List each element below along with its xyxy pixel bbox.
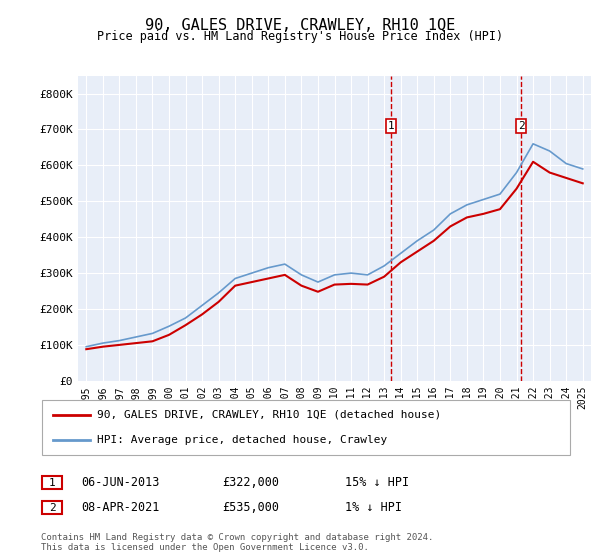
Text: 1: 1 — [388, 121, 394, 131]
Text: 90, GALES DRIVE, CRAWLEY, RH10 1QE (detached house): 90, GALES DRIVE, CRAWLEY, RH10 1QE (deta… — [97, 410, 442, 419]
Text: 1% ↓ HPI: 1% ↓ HPI — [345, 501, 402, 515]
Text: 08-APR-2021: 08-APR-2021 — [81, 501, 160, 515]
Text: 2: 2 — [518, 121, 524, 131]
Text: 2: 2 — [49, 503, 56, 513]
Text: 06-JUN-2013: 06-JUN-2013 — [81, 476, 160, 489]
Text: 15% ↓ HPI: 15% ↓ HPI — [345, 476, 409, 489]
Text: HPI: Average price, detached house, Crawley: HPI: Average price, detached house, Craw… — [97, 435, 388, 445]
Text: £535,000: £535,000 — [222, 501, 279, 515]
Text: 90, GALES DRIVE, CRAWLEY, RH10 1QE: 90, GALES DRIVE, CRAWLEY, RH10 1QE — [145, 18, 455, 33]
Text: £322,000: £322,000 — [222, 476, 279, 489]
Text: 1: 1 — [49, 478, 56, 488]
Text: Contains HM Land Registry data © Crown copyright and database right 2024.: Contains HM Land Registry data © Crown c… — [41, 533, 433, 542]
FancyBboxPatch shape — [42, 501, 62, 515]
Text: Price paid vs. HM Land Registry's House Price Index (HPI): Price paid vs. HM Land Registry's House … — [97, 30, 503, 43]
FancyBboxPatch shape — [42, 476, 62, 489]
FancyBboxPatch shape — [42, 400, 570, 455]
Text: This data is licensed under the Open Government Licence v3.0.: This data is licensed under the Open Gov… — [41, 543, 368, 552]
